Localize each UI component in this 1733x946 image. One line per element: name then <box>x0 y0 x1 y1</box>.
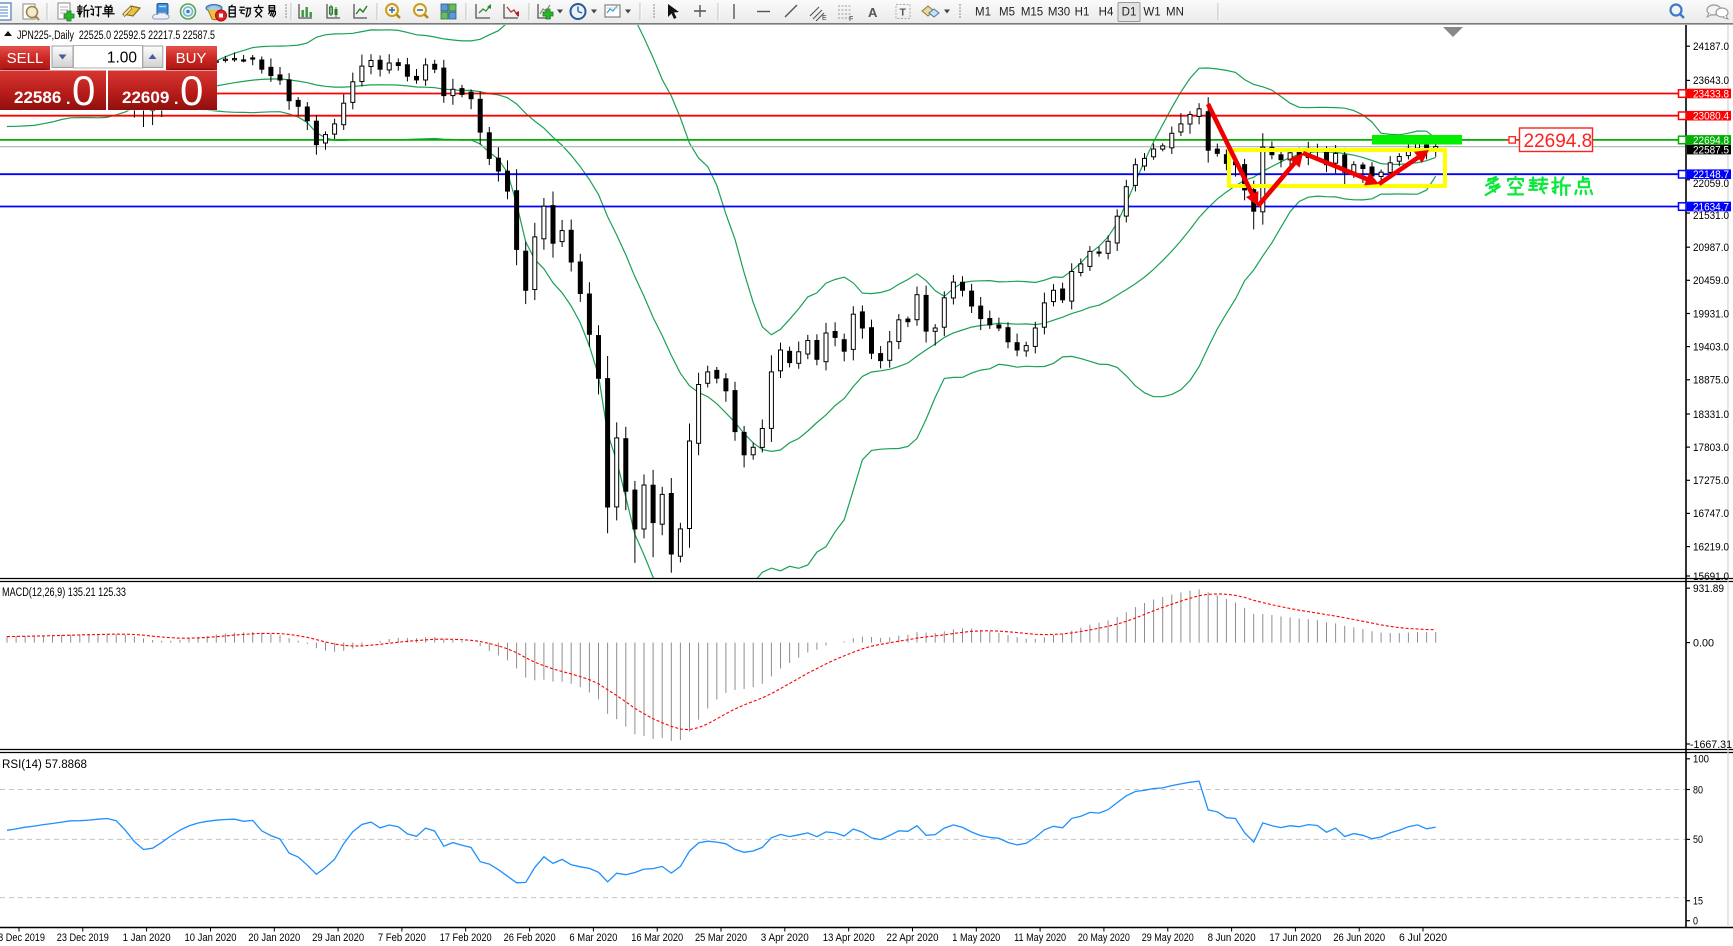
svg-text:18875.0: 18875.0 <box>1693 375 1729 387</box>
svg-text:17 Jun 2020: 17 Jun 2020 <box>1269 932 1321 944</box>
svg-text:8 Jun 2020: 8 Jun 2020 <box>1208 932 1256 944</box>
svg-text:29 Jan 2020: 29 Jan 2020 <box>312 932 364 944</box>
svg-text:13 Dec 2019: 13 Dec 2019 <box>0 932 45 944</box>
svg-text:M30: M30 <box>1048 7 1070 19</box>
svg-text:17803.0: 17803.0 <box>1693 442 1729 454</box>
svg-text:M15: M15 <box>1021 7 1043 19</box>
svg-text:A: A <box>868 5 878 20</box>
svg-text:1.00: 1.00 <box>107 50 138 67</box>
svg-text:26 Jun 2020: 26 Jun 2020 <box>1333 932 1385 944</box>
svg-text:.: . <box>66 91 70 108</box>
svg-text:0: 0 <box>1693 916 1698 928</box>
svg-text:29 May 2020: 29 May 2020 <box>1142 932 1194 944</box>
svg-text:22694.8: 22694.8 <box>1693 135 1729 147</box>
svg-text:50: 50 <box>1693 834 1703 846</box>
svg-text:17275.0: 17275.0 <box>1693 475 1729 487</box>
svg-text:22587.5: 22587.5 <box>1693 145 1729 157</box>
svg-text:25 Mar 2020: 25 Mar 2020 <box>695 932 747 944</box>
svg-text:100: 100 <box>1693 754 1709 766</box>
svg-text:6 Jul 2020: 6 Jul 2020 <box>1399 932 1447 944</box>
svg-text:20987.0: 20987.0 <box>1693 242 1729 254</box>
svg-text:20 Jan 2020: 20 Jan 2020 <box>248 932 300 944</box>
svg-text:M1: M1 <box>975 7 991 19</box>
svg-text:SELL: SELL <box>7 50 44 67</box>
svg-text:23433.8: 23433.8 <box>1693 88 1729 100</box>
svg-text:16747.0: 16747.0 <box>1693 508 1729 520</box>
svg-text:21531.0: 21531.0 <box>1693 210 1729 222</box>
svg-text:23643.0: 23643.0 <box>1693 75 1729 87</box>
svg-text:0: 0 <box>180 67 203 114</box>
svg-text:15691.0: 15691.0 <box>1693 571 1729 583</box>
svg-text:16219.0: 16219.0 <box>1693 541 1729 553</box>
svg-text:20459.0: 20459.0 <box>1693 275 1729 287</box>
svg-text:W1: W1 <box>1143 7 1160 19</box>
svg-text:1 May 2020: 1 May 2020 <box>952 932 1000 944</box>
svg-text:26 Feb 2020: 26 Feb 2020 <box>504 932 556 944</box>
svg-text:JPN225-,Daily 22525.0 22592.5: JPN225-,Daily 22525.0 22592.5 22217.5 22… <box>17 30 215 42</box>
svg-text:T: T <box>900 7 907 19</box>
svg-text:10 Jan 2020: 10 Jan 2020 <box>185 932 237 944</box>
svg-text:M5: M5 <box>999 7 1015 19</box>
svg-text:24187.0: 24187.0 <box>1693 41 1729 53</box>
svg-text:15: 15 <box>1693 896 1703 908</box>
svg-text:23 Dec 2019: 23 Dec 2019 <box>57 932 109 944</box>
svg-text:-1667.31: -1667.31 <box>1690 739 1732 751</box>
svg-text:E: E <box>822 15 827 22</box>
svg-text:19403.0: 19403.0 <box>1693 341 1729 353</box>
svg-text:931.89: 931.89 <box>1693 583 1724 595</box>
svg-text:6 Mar 2020: 6 Mar 2020 <box>569 932 617 944</box>
svg-text:.: . <box>174 91 178 108</box>
svg-text:22586: 22586 <box>14 88 61 107</box>
svg-text:H1: H1 <box>1075 7 1090 19</box>
svg-text:BUY: BUY <box>176 50 207 67</box>
svg-text:22 Apr 2020: 22 Apr 2020 <box>887 932 939 944</box>
svg-text:20 May 2020: 20 May 2020 <box>1078 932 1130 944</box>
svg-text:22694.8: 22694.8 <box>1524 131 1593 152</box>
svg-text:16 Mar 2020: 16 Mar 2020 <box>631 932 683 944</box>
svg-text:F: F <box>849 16 853 23</box>
svg-text:80: 80 <box>1693 784 1703 796</box>
svg-text:D1: D1 <box>1122 7 1137 19</box>
svg-text:23080.4: 23080.4 <box>1693 111 1729 123</box>
svg-text:0.00: 0.00 <box>1693 637 1714 649</box>
svg-text:11 May 2020: 11 May 2020 <box>1014 932 1066 944</box>
svg-text:21634.7: 21634.7 <box>1693 201 1729 213</box>
svg-text:MACD(12,26,9) 135.21 125.33: MACD(12,26,9) 135.21 125.33 <box>2 587 126 599</box>
svg-text:22059.0: 22059.0 <box>1693 178 1729 190</box>
svg-text:MN: MN <box>1166 7 1184 19</box>
svg-text:22148.7: 22148.7 <box>1693 169 1729 181</box>
svg-text:17 Feb 2020: 17 Feb 2020 <box>440 932 492 944</box>
svg-text:18331.0: 18331.0 <box>1693 409 1729 421</box>
svg-text:3 Apr 2020: 3 Apr 2020 <box>761 932 809 944</box>
svg-text:22609: 22609 <box>122 88 169 107</box>
svg-text:13 Apr 2020: 13 Apr 2020 <box>823 932 875 944</box>
svg-text:1 Jan 2020: 1 Jan 2020 <box>123 932 171 944</box>
svg-text:7 Feb 2020: 7 Feb 2020 <box>378 932 426 944</box>
svg-text:H4: H4 <box>1099 7 1114 19</box>
svg-text:RSI(14) 57.8868: RSI(14) 57.8868 <box>2 759 87 771</box>
svg-text:19931.0: 19931.0 <box>1693 308 1729 320</box>
svg-text:0: 0 <box>72 67 95 114</box>
